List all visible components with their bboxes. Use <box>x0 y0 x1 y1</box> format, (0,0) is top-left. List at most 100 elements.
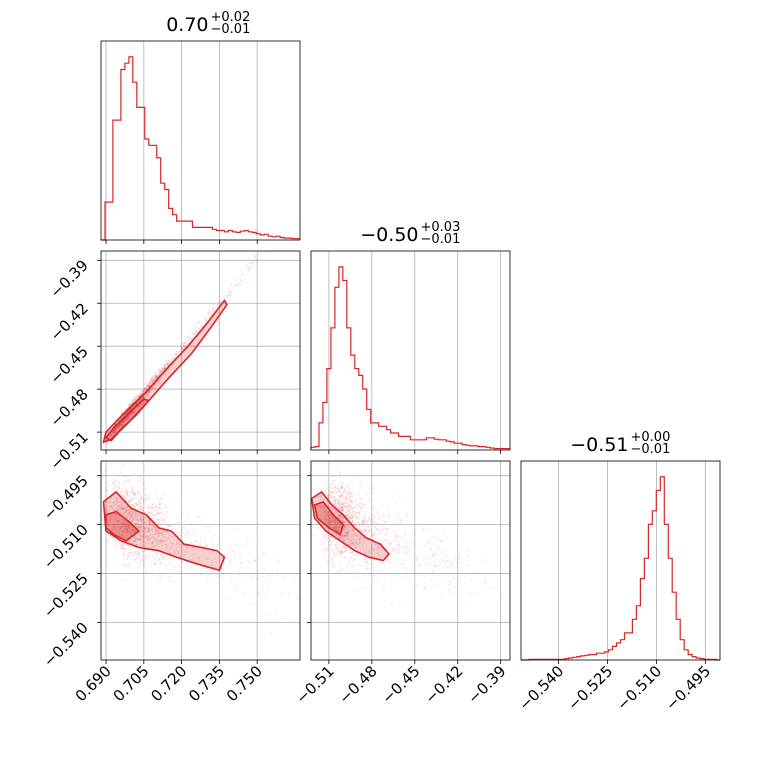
sample-point <box>398 496 401 499</box>
sample-point <box>261 588 264 591</box>
sample-point <box>119 424 121 426</box>
sample-point <box>141 509 144 512</box>
sample-point <box>144 540 147 543</box>
sample-point <box>345 497 347 500</box>
sample-point <box>350 514 353 517</box>
sample-point <box>139 398 142 401</box>
sample-point <box>137 513 139 515</box>
sample-point <box>132 511 135 513</box>
sample-point <box>155 376 158 379</box>
sample-point <box>344 522 347 524</box>
sample-point <box>109 516 111 519</box>
sample-point <box>123 418 126 421</box>
sample-point <box>331 489 333 492</box>
sample-point <box>121 422 124 424</box>
sample-point <box>397 540 399 543</box>
sample-point <box>141 530 144 533</box>
sample-point <box>160 370 163 373</box>
sample-point <box>133 514 136 517</box>
sample-point <box>131 411 133 414</box>
sample-point <box>395 564 397 566</box>
sample-point <box>115 428 118 431</box>
sample-point <box>130 402 133 405</box>
sample-point <box>347 505 350 508</box>
x-tick-label: −0.540 <box>515 662 567 714</box>
sample-point <box>156 542 159 545</box>
sample-point <box>397 551 400 554</box>
sample-point <box>356 517 359 520</box>
sample-point <box>144 526 147 529</box>
sample-point <box>138 395 140 398</box>
sample-point <box>155 505 158 507</box>
sample-point <box>134 491 137 494</box>
sample-point <box>335 528 337 531</box>
sample-point <box>137 478 140 481</box>
sample-point <box>345 535 347 538</box>
sample-point <box>208 313 210 316</box>
sample-point <box>164 374 167 376</box>
sample-point <box>136 538 139 541</box>
sample-point <box>118 481 120 484</box>
sample-point <box>127 415 130 418</box>
sample-point <box>329 521 332 523</box>
sample-point <box>127 522 130 525</box>
sample-point <box>134 552 136 554</box>
sample-point <box>122 554 125 557</box>
sample-point <box>353 510 356 512</box>
sample-point <box>138 405 141 407</box>
sample-point <box>132 406 135 408</box>
sample-point <box>141 505 144 508</box>
scatter-group-2 <box>311 464 509 622</box>
sample-point <box>280 592 283 594</box>
y-tick-label: −0.525 <box>40 570 92 622</box>
sample-point <box>166 538 169 541</box>
sample-point <box>213 307 216 310</box>
sample-point <box>139 499 141 502</box>
contour-line-inner <box>313 500 345 536</box>
sample-point <box>355 553 358 556</box>
sample-point <box>343 528 345 531</box>
sample-point <box>124 537 127 539</box>
sample-point <box>159 370 162 372</box>
sample-point <box>151 554 154 557</box>
sample-point <box>160 539 163 542</box>
sample-point <box>341 509 344 512</box>
sample-point <box>169 525 172 527</box>
sample-point <box>152 513 154 516</box>
sample-point <box>139 394 142 397</box>
sample-point <box>325 546 327 548</box>
sample-point <box>157 570 160 572</box>
sample-point <box>351 541 354 544</box>
sample-point <box>263 593 266 596</box>
sample-point <box>398 549 401 551</box>
sample-point <box>258 538 260 541</box>
sample-point <box>108 434 111 437</box>
sample-point <box>160 532 163 535</box>
sample-point <box>130 499 133 502</box>
sample-point <box>455 540 458 543</box>
sample-point <box>369 535 371 538</box>
sample-point <box>350 513 353 515</box>
sample-point <box>126 523 129 525</box>
sample-point <box>145 393 148 396</box>
sample-point <box>497 609 500 612</box>
sample-point <box>125 497 128 500</box>
sample-point <box>352 553 354 556</box>
sample-point <box>154 526 157 529</box>
sample-point <box>116 553 119 556</box>
sample-point <box>132 504 134 507</box>
sample-point <box>344 525 346 527</box>
sample-point <box>114 513 116 516</box>
sample-point <box>187 512 190 514</box>
sample-point <box>123 414 126 417</box>
sample-point <box>130 519 133 522</box>
sample-point <box>166 364 169 366</box>
sample-point <box>115 497 118 500</box>
sample-point <box>145 526 148 528</box>
sample-point <box>136 501 138 504</box>
sample-point <box>357 491 360 494</box>
sample-point <box>112 504 115 506</box>
sample-point <box>339 485 342 487</box>
sample-point <box>161 367 164 370</box>
sample-point <box>148 527 151 530</box>
